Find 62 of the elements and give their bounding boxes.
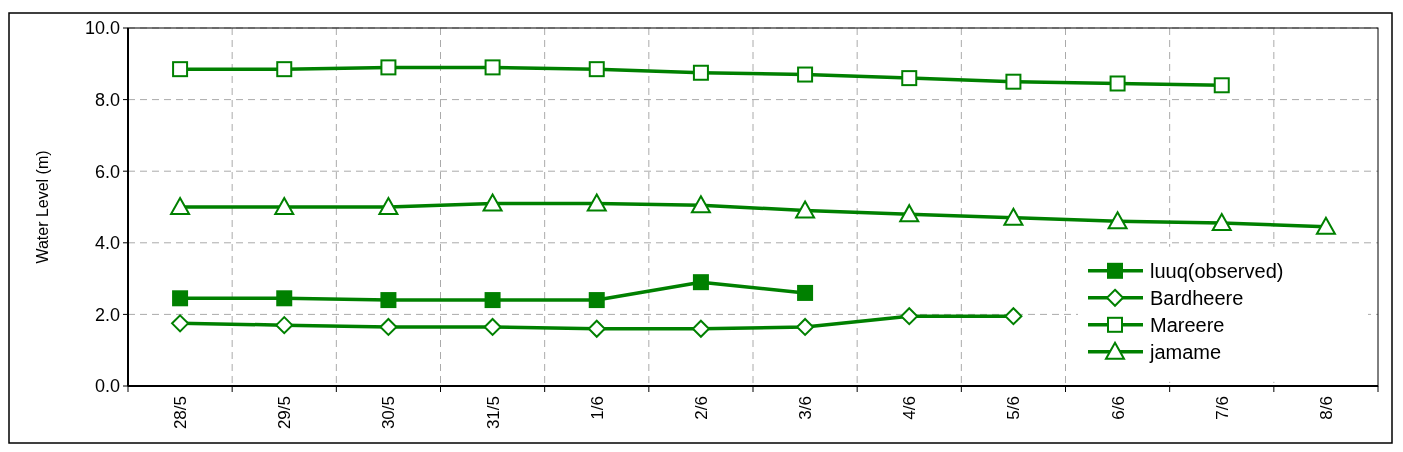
x-tick-label: 29/5: [275, 396, 295, 430]
point: [172, 61, 189, 78]
x-tick-label: 5/6: [1004, 396, 1024, 420]
point: [1107, 211, 1128, 230]
point: [796, 317, 815, 336]
x-tick-label: 8/6: [1316, 396, 1336, 420]
point: [795, 200, 816, 219]
point: [1003, 207, 1024, 226]
point: [588, 292, 605, 309]
x-tick-label: 2/6: [691, 396, 711, 420]
y-tick-label: 2.0: [94, 304, 120, 325]
point: [483, 317, 502, 336]
point: [484, 292, 501, 309]
point: [587, 319, 606, 338]
point: [1005, 73, 1022, 90]
point: [691, 319, 710, 338]
legend-label: Bardheere: [1150, 286, 1244, 309]
point: [692, 274, 709, 291]
y-tick-label: 10.0: [84, 18, 120, 39]
legend-label: Mareere: [1150, 313, 1225, 336]
x-tick-label: 30/5: [379, 396, 399, 430]
x-tick-label: 28/5: [171, 396, 191, 430]
point: [172, 290, 189, 307]
point: [899, 204, 920, 223]
legend-label: luuq(observed): [1150, 259, 1284, 282]
y-tick-label: 4.0: [94, 233, 120, 254]
x-tick-label: 1/6: [587, 396, 607, 420]
point: [690, 195, 711, 214]
y-tick-label: 6.0: [94, 161, 120, 182]
point: [484, 59, 501, 76]
y-tick-label: 8.0: [94, 89, 120, 110]
legend-label: jamame: [1149, 340, 1222, 363]
point: [692, 64, 709, 81]
point: [379, 317, 398, 336]
point: [482, 193, 503, 212]
point: [797, 284, 814, 301]
point: [380, 292, 397, 309]
point: [586, 193, 607, 212]
point: [170, 197, 191, 215]
point: [378, 197, 399, 215]
x-tick-label: 4/6: [900, 396, 920, 420]
point: [276, 290, 293, 307]
point: [901, 70, 918, 87]
point: [274, 197, 295, 215]
point: [276, 61, 293, 78]
y-tick-label: 0.0: [94, 376, 120, 397]
point: [1004, 307, 1023, 326]
y-axis-title: Water Level (m): [34, 150, 51, 264]
point: [797, 66, 814, 83]
point: [171, 314, 190, 333]
point: [1213, 77, 1230, 94]
x-tick-label: 6/6: [1108, 396, 1128, 420]
point: [900, 307, 919, 326]
point: [1315, 216, 1336, 235]
point: [275, 316, 294, 335]
point: [1109, 75, 1126, 92]
x-tick-label: 7/6: [1212, 396, 1232, 420]
x-tick-label: 3/6: [796, 396, 816, 420]
x-tick-label: 31/5: [483, 396, 503, 430]
point: [380, 59, 397, 76]
point: [588, 61, 605, 78]
point: [1211, 213, 1232, 232]
